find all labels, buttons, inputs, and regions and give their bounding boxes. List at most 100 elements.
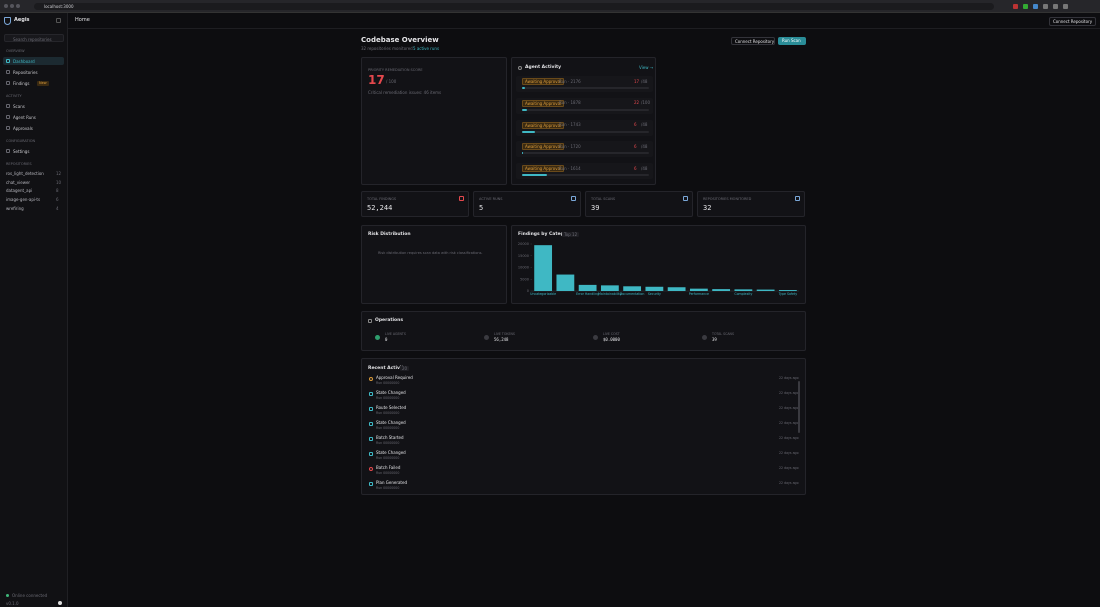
recent-activity-card: Recent Activity 20 Approval Required Run 00… [361,358,806,495]
activity-icon [369,482,373,486]
activity-icon [369,452,373,456]
search-box[interactable]: Search repositories [4,34,64,42]
primary-button[interactable]: Run Scan [778,37,806,45]
run-id: Run · 1614 [559,165,581,171]
progress-track [522,87,649,89]
stat-card: TOTAL SCANS 39 [585,191,693,217]
extension-icon[interactable] [1063,4,1068,9]
run-id: Run · 1720 [559,143,581,149]
nav-item[interactable]: Approvals [3,124,64,132]
activity-item[interactable]: Batch Started Run 00000000 22 days ago [366,434,799,448]
sidebar: Aegis Search repositories OVERVIEW Dashboar… [0,13,68,607]
repo-item[interactable]: ros_light_detection 12 [3,170,64,177]
score-suffix: / 100 [386,79,397,84]
stat-icon [795,196,800,201]
bar [645,286,664,291]
extension-icon[interactable] [1043,4,1048,9]
progress-fill [522,87,525,89]
stat-card: ACTIVE RUNS 5 [473,191,581,217]
bar [600,285,619,291]
stat-label: TOTAL SCANS [591,197,616,201]
activity-title: Plan Generated [376,480,408,485]
x-tick-label: Complexity [734,292,752,296]
op-label: LIVE AGENTS [385,332,406,336]
url-bar[interactable] [34,3,994,10]
status-badge: Awaiting Approval [522,78,565,85]
extension-icon[interactable] [1013,4,1018,9]
nav-item[interactable]: Findings New [3,79,64,87]
activity-item[interactable]: Batch Failed Run 00000000 22 days ago [366,464,799,478]
op-value: $0.0000 [603,337,620,342]
nav-icon [6,126,10,130]
scrollbar[interactable] [798,381,800,433]
agent-run-row[interactable]: Awaiting Approval Run · 1614 6/48 [516,163,653,180]
agent-run-row[interactable]: Awaiting Approval Run · 1720 6/48 [516,141,653,158]
activity-item[interactable]: Route Selected Run 00000000 22 days ago [366,404,799,418]
stat-value: 39 [591,204,600,212]
y-tick-label: 20000 [518,242,529,246]
activity-run: Run 00000000 [376,425,400,430]
activity-icon [369,437,373,441]
repo-item[interactable]: chat_viewer 10 [3,179,64,186]
status-badge: Awaiting Approval [522,165,565,173]
brand: Aegis [14,17,30,23]
issue-total: /100 [641,100,650,106]
activity-item[interactable]: Approval Required Run 00000000 22 days ago [366,374,799,388]
browser-control[interactable] [4,4,8,8]
repo-count: 4 [56,205,59,211]
bar [778,290,797,291]
extension-icon[interactable] [1053,4,1058,9]
agent-run-row[interactable]: Awaiting Approval Run · 2176 17/48 [516,76,653,92]
activity-item[interactable]: State Changed Run 00000000 22 days ago [366,449,799,463]
agent-run-row[interactable]: Awaiting Approval Run · 1878 22/100 [516,97,653,114]
nav-item[interactable]: Settings [3,147,64,155]
card-icon [368,319,372,323]
user-avatar[interactable] [58,601,62,605]
secondary-button[interactable]: Connect Repository [731,37,775,45]
activity-item[interactable]: State Changed Run 00000000 22 days ago [366,389,799,403]
nav-item[interactable]: Repositories [3,68,64,76]
extension-icon[interactable] [1033,4,1038,9]
score-card: PRIORITY REMEDIATION SCORE 17/ 100 Critica… [361,57,507,185]
nav-item[interactable]: Dashboard [3,57,64,65]
collapse-button[interactable] [56,18,61,23]
y-tick-label: 0 [527,289,529,293]
y-tick-label: 15000 [518,254,529,258]
browser-control[interactable] [16,4,20,8]
activity-item[interactable]: Plan Generated Run 00000000 22 days ago [366,479,799,493]
issue-count: 6 [634,122,637,128]
card-title: Agent Activity [525,65,562,70]
view-link[interactable]: View → [639,65,654,70]
activity-item[interactable]: State Changed Run 00000000 22 days ago [366,419,799,433]
overview-title: Codebase Overview [361,36,439,44]
repo-item[interactable]: image-gen-api-ts 6 [3,196,64,203]
agent-activity-card: Agent Activity View → Awaiting Approval Run… [511,57,656,185]
status-badge: Awaiting Approval [522,143,565,151]
nav-label: Settings [13,148,30,154]
status-badge: Awaiting Approval [522,121,565,129]
nav-item[interactable]: Scans [3,102,64,110]
nav-item[interactable]: Agent Runs [3,113,64,121]
score-note: Critical remediation issues: 46 items [368,90,442,95]
nav-label: Scans [13,103,25,109]
section-title: OVERVIEW [6,49,25,53]
issue-count: 6 [634,143,637,149]
progress-fill [522,108,528,111]
repo-item[interactable]: datagent_api 8 [3,187,64,194]
repo-item[interactable]: wrefiring 4 [3,205,64,212]
y-tick-label: 5000 [520,277,529,281]
bar [556,274,575,291]
x-tick-label: Security [648,292,661,296]
agent-run-row[interactable]: Awaiting Approval Run · 1743 6/48 [516,119,653,136]
browser-control[interactable] [10,4,14,8]
badge: New [37,80,49,86]
run-id: Run · 1743 [559,122,581,128]
logo [4,17,11,25]
op-icon [375,335,380,340]
activity-time: 22 days ago [779,376,799,380]
extension-icon[interactable] [1023,4,1028,9]
header-button[interactable]: Connect Repository [1049,17,1097,26]
activity-title: State Changed [376,450,406,455]
stat-label: REPOSITORIES MONITORED [703,197,752,201]
